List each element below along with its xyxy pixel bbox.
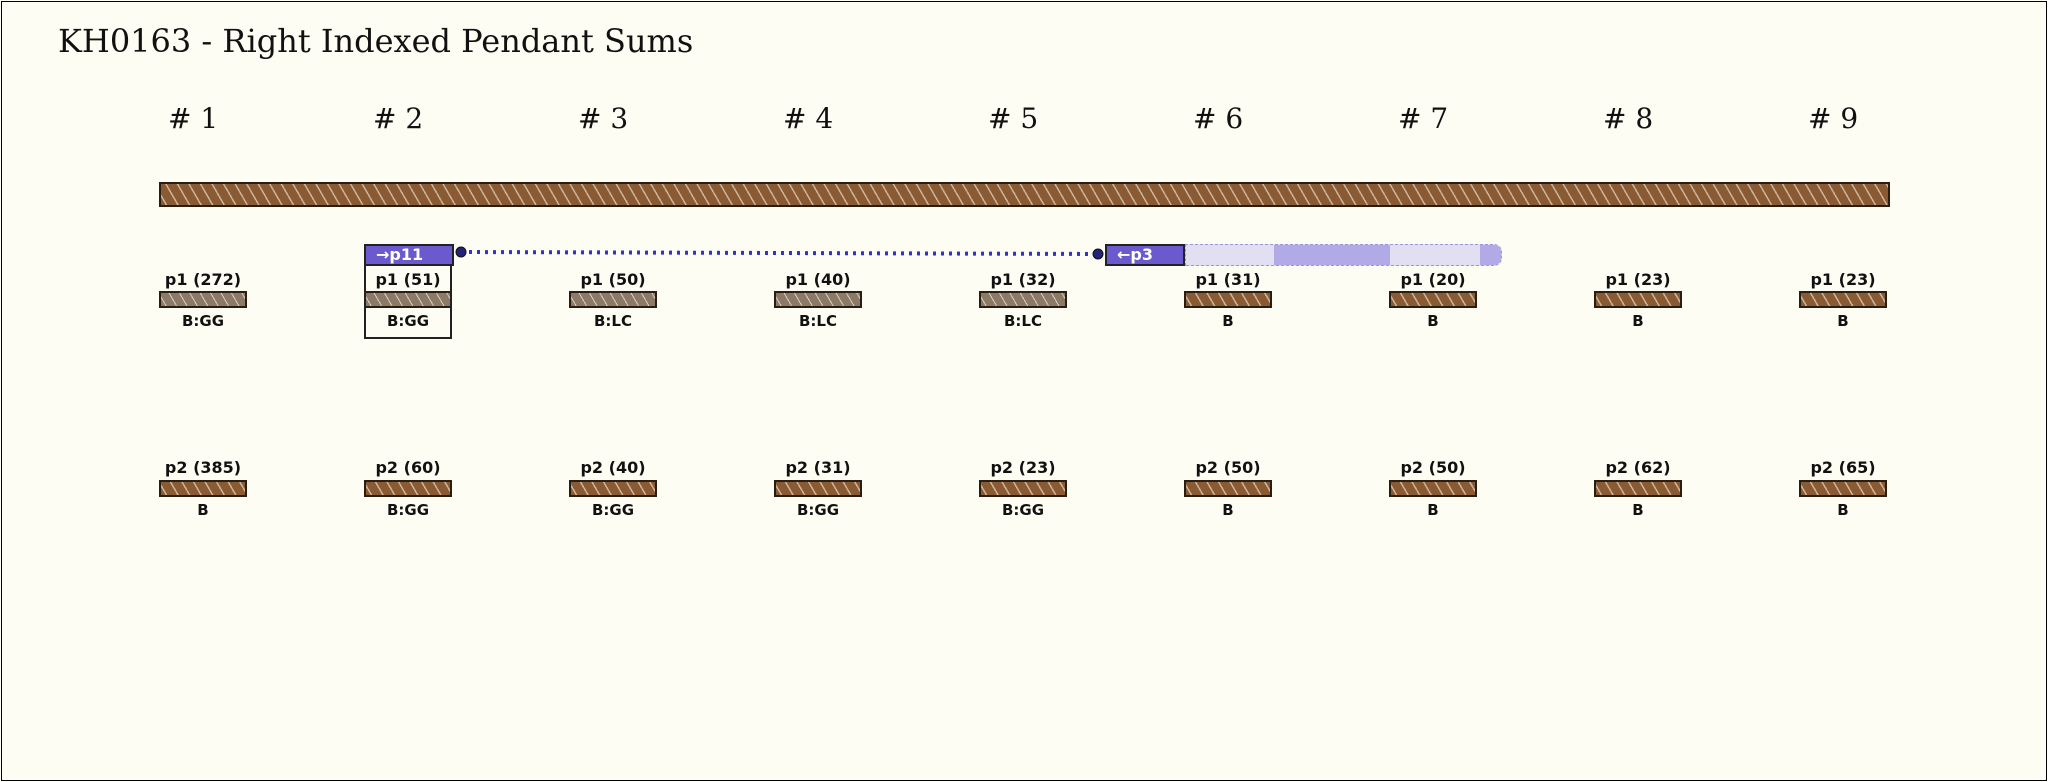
group-label-1: # 1 [168, 102, 219, 135]
pendant-p2-color-9: B [1837, 501, 1849, 519]
pendant-p1-cord-8[interactable] [1594, 291, 1682, 308]
pendant-p1-cord-5[interactable] [979, 291, 1067, 308]
pendant-p2-cord-4[interactable] [774, 480, 862, 497]
pendant-p1-label-3: p1 (50) [580, 270, 646, 289]
pendant-p1-label-5: p1 (32) [990, 270, 1056, 289]
pendant-p1-label-2: p1 (51) [375, 270, 441, 289]
sum-target-tag[interactable]: ←p3 [1105, 244, 1185, 266]
pendant-p1-cord-7[interactable] [1389, 291, 1477, 308]
pendant-p2-cord-5[interactable] [979, 480, 1067, 497]
pendant-p2-label-1: p2 (385) [164, 458, 242, 477]
pendant-p1-color-3: B:LC [594, 312, 632, 330]
pendant-p1-cord-6[interactable] [1184, 291, 1272, 308]
pendant-p1-cord-4[interactable] [774, 291, 862, 308]
pendant-p1-color-9: B [1837, 312, 1849, 330]
pendant-p1-color-6: B [1222, 312, 1234, 330]
pendant-p2-label-3: p2 (40) [580, 458, 646, 477]
pendant-p1-label-8: p1 (23) [1605, 270, 1671, 289]
pendant-p2-color-4: B:GG [796, 501, 840, 519]
sum-span-segment [1274, 245, 1390, 265]
pendant-p1-label-1: p1 (272) [164, 270, 242, 289]
pendant-p2-color-5: B:GG [1001, 501, 1045, 519]
pendant-p2-color-6: B [1222, 501, 1234, 519]
sum-span-end-segment [1480, 245, 1501, 265]
pendant-p2-cord-6[interactable] [1184, 480, 1272, 497]
pendant-p2-label-8: p2 (62) [1605, 458, 1671, 477]
pendant-p1-color-2: B:GG [386, 312, 430, 330]
pendant-p2-color-2: B:GG [386, 501, 430, 519]
group-label-2: # 2 [373, 102, 424, 135]
pendant-p2-cord-9[interactable] [1799, 480, 1887, 497]
pendant-p1-color-4: B:LC [799, 312, 837, 330]
pendant-p2-color-7: B [1427, 501, 1439, 519]
pendant-p1-color-8: B [1632, 312, 1644, 330]
pendant-p2-cord-2[interactable] [364, 480, 452, 497]
primary-cord [159, 182, 1890, 207]
pendant-p2-cord-8[interactable] [1594, 480, 1682, 497]
group-label-6: # 6 [1193, 102, 1244, 135]
sum-source-tag[interactable]: →p11 [364, 244, 454, 266]
pendant-p2-label-6: p2 (50) [1195, 458, 1261, 477]
pendant-p2-color-8: B [1632, 501, 1644, 519]
pendant-p1-cord-1[interactable] [159, 291, 247, 308]
pendant-p1-label-9: p1 (23) [1810, 270, 1876, 289]
pendant-p2-cord-1[interactable] [159, 480, 247, 497]
group-label-8: # 8 [1603, 102, 1654, 135]
pendant-p1-cord-9[interactable] [1799, 291, 1887, 308]
pendant-p1-color-7: B [1427, 312, 1439, 330]
pendant-p2-label-2: p2 (60) [375, 458, 441, 477]
pendant-p2-label-7: p2 (50) [1400, 458, 1466, 477]
group-label-7: # 7 [1398, 102, 1449, 135]
pendant-p1-color-1: B:GG [181, 312, 225, 330]
group-label-9: # 9 [1808, 102, 1859, 135]
pendant-p2-color-3: B:GG [591, 501, 635, 519]
pendant-p2-cord-3[interactable] [569, 480, 657, 497]
group-label-3: # 3 [578, 102, 629, 135]
pendant-p1-label-7: p1 (20) [1400, 270, 1466, 289]
pendant-p1-label-6: p1 (31) [1195, 270, 1261, 289]
pendant-p1-cord-3[interactable] [569, 291, 657, 308]
group-label-4: # 4 [783, 102, 834, 135]
pendant-p1-color-5: B:LC [1004, 312, 1042, 330]
pendant-p2-label-9: p2 (65) [1810, 458, 1876, 477]
pendant-p2-cord-7[interactable] [1389, 480, 1477, 497]
pendant-p2-color-1: B [197, 501, 209, 519]
group-label-5: # 5 [988, 102, 1039, 135]
pendant-p1-label-4: p1 (40) [785, 270, 851, 289]
page-title: KH0163 - Right Indexed Pendant Sums [58, 22, 694, 60]
pendant-p2-label-4: p2 (31) [785, 458, 851, 477]
pendant-p2-label-5: p2 (23) [990, 458, 1056, 477]
